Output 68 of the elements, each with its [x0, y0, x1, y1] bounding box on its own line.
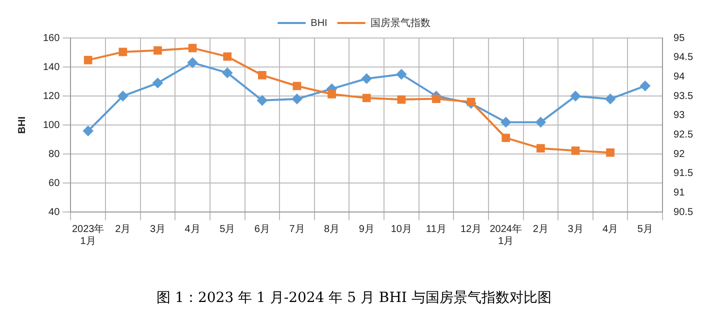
y2-tick-label: 92.5 [674, 130, 694, 141]
point [397, 95, 406, 104]
point [188, 58, 198, 68]
x-tick-label: 2024年 1月 [490, 222, 522, 247]
x-tick-label: 9月 [358, 224, 374, 235]
point [432, 94, 440, 103]
y2-tick-label: 93.5 [674, 90, 694, 102]
point [292, 82, 302, 90]
y-tick-label: 40 [48, 206, 60, 218]
y-tick-label: 160 [42, 32, 60, 44]
y-axis-title: BHI [16, 116, 28, 134]
point [83, 126, 94, 136]
point [571, 146, 580, 155]
x-tick-label: 3月 [150, 224, 166, 235]
point [502, 134, 510, 142]
x-tick-label: 10月 [390, 224, 412, 235]
point [188, 44, 197, 52]
x-tick-label: 2月 [115, 224, 131, 235]
x-tick-label: 2月 [532, 224, 548, 235]
y-tick-label: 120 [42, 90, 60, 102]
point [292, 94, 302, 104]
x-tick-label: 12月 [460, 224, 482, 235]
x-tick-label: 8月 [324, 224, 340, 235]
legend-label: BHI [310, 18, 328, 29]
point [466, 98, 476, 106]
x-tick-label: 3月 [568, 224, 584, 235]
y2-tick-label: 93 [674, 110, 686, 122]
x-tick-label: 4月 [602, 224, 618, 235]
y-tick-label: 140 [42, 62, 60, 73]
y2-tick-label: 94.5 [674, 52, 694, 64]
point [640, 80, 650, 91]
point [605, 94, 616, 104]
y2-tick-label: 90.5 [674, 206, 694, 218]
point [536, 144, 545, 153]
point [118, 48, 128, 56]
y2-tick-label: 94 [674, 71, 686, 82]
point [570, 91, 580, 102]
x-tick-label: 7月 [289, 224, 305, 235]
point [84, 56, 92, 64]
point [152, 78, 163, 88]
x-tick-label: 5月 [220, 224, 236, 235]
point [362, 94, 371, 102]
point [328, 90, 336, 98]
y-tick-label: 60 [48, 178, 60, 189]
point [536, 117, 546, 128]
x-tick-label: 4月 [184, 224, 200, 235]
x-tick-label: 5月 [637, 224, 653, 235]
point [223, 52, 232, 61]
point [396, 69, 406, 80]
x-tick-label: 11月 [426, 224, 446, 235]
legend-label: 国房景气指数 [370, 16, 430, 29]
y2-tick-label: 91 [674, 188, 686, 199]
point [257, 95, 268, 106]
y2-tick-label: 91.5 [674, 168, 694, 180]
point [606, 148, 614, 157]
y-tick-label: 80 [48, 148, 60, 160]
point [500, 117, 511, 128]
point [258, 70, 266, 80]
point [362, 74, 372, 84]
y2-tick-label: 92 [674, 148, 686, 160]
y2-tick-label: 95 [674, 32, 686, 44]
point [118, 91, 128, 102]
point [222, 68, 232, 78]
y-tick-label: 100 [42, 120, 60, 131]
x-tick-label: 2023年 1月 [72, 222, 104, 247]
x-tick-label: 6月 [254, 224, 270, 235]
text: 图 1：2023 年 1 月-2024 年 5 月 BHI 与国房景气指数对比图 [156, 290, 552, 306]
point [154, 46, 162, 55]
